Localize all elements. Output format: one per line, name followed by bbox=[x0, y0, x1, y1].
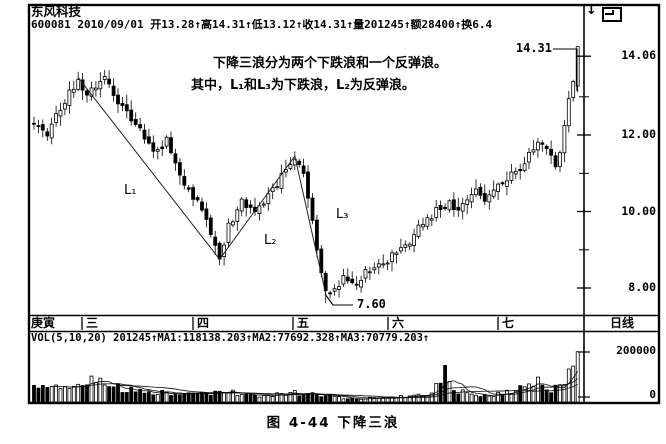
wave-label-l1: L₁ bbox=[124, 183, 137, 198]
annotation-line-1: 下降三浪分为两个下跌浪和一个反弹浪。 bbox=[213, 56, 448, 71]
price-axis-label-14: 14.06 bbox=[621, 48, 656, 62]
time-axis-month-may: 五 bbox=[297, 316, 310, 330]
time-axis-month-jul: 七 bbox=[502, 316, 515, 330]
ohlc-info-line: 600081 2010/09/01 开13.28↑高14.31↑低13.12↑收… bbox=[31, 19, 493, 31]
time-axis-year: 庚寅 bbox=[31, 316, 56, 330]
annotation-line-2: 其中，L₁和L₃为下跌浪，L₂为反弹浪。 bbox=[191, 78, 415, 93]
wave-label-l3: L₃ bbox=[336, 207, 349, 222]
window-icon[interactable] bbox=[602, 7, 622, 22]
time-axis-month-jun: 六 bbox=[392, 316, 405, 330]
high-price-callout: 14.31 bbox=[515, 41, 552, 55]
figure-caption: 图 4-44 下降三浪 bbox=[266, 415, 400, 431]
volume-axis-zero: 0 bbox=[649, 388, 656, 401]
low-price-callout: 7.60 bbox=[357, 297, 386, 311]
time-axis-month-mar: 三 bbox=[86, 316, 99, 330]
volume-axis-max: 200000 bbox=[616, 344, 656, 357]
price-axis-label-10: 10.00 bbox=[621, 204, 656, 218]
volume-indicator-header: VOL(5,10,20) 201245↑MA1:118138.203↑MA2:7… bbox=[31, 333, 430, 344]
price-axis-label-8: 8.00 bbox=[628, 280, 656, 294]
period-label: 日线 bbox=[609, 316, 634, 330]
price-axis-label-12: 12.00 bbox=[621, 127, 656, 141]
wave-label-l2: L₂ bbox=[264, 233, 277, 248]
down-arrow-icon[interactable]: ↓ bbox=[586, 3, 597, 18]
stock-name: 东风科技 bbox=[31, 4, 82, 19]
time-axis-month-apr: 四 bbox=[197, 316, 210, 330]
window-icon-pane bbox=[605, 10, 614, 15]
